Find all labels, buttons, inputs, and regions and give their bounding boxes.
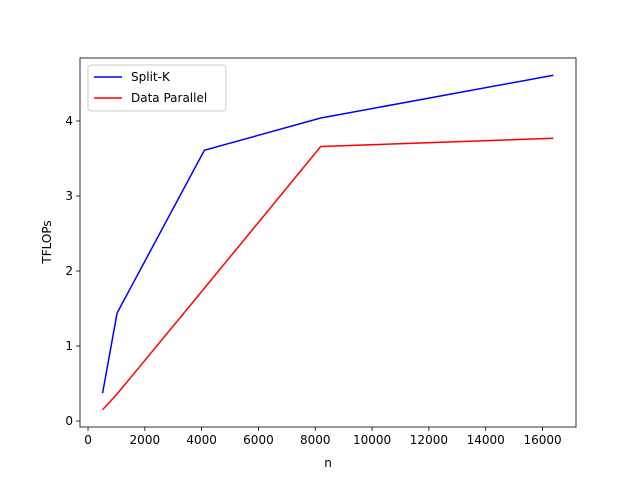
y-tick-label: 4 [65,114,73,128]
x-tick-label: 12000 [410,433,448,447]
x-axis-label: n [324,456,332,470]
y-tick-label: 0 [65,414,73,428]
legend: Split-K Data Parallel [87,64,227,112]
legend-label: Split-K [131,70,171,84]
y-axis-label: TFLOPs [40,220,54,264]
x-tick-label: 6000 [243,433,274,447]
x-tick-label: 4000 [186,433,217,447]
series-line [101,74,554,394]
y-tick-label: 1 [65,339,73,353]
series-line [102,137,554,411]
legend-label: Data Parallel [131,91,207,105]
x-tick-label: 16000 [523,433,561,447]
x-tick-label: 8000 [300,433,331,447]
axes-frame [79,57,577,428]
x-tick-label: 14000 [467,433,505,447]
y-tick-label: 2 [65,264,73,278]
legend-frame [87,64,227,112]
x-tick-label: 10000 [353,433,391,447]
x-tick-label: 0 [84,433,92,447]
x-tick-label: 2000 [130,433,161,447]
y-tick-label: 3 [65,189,73,203]
